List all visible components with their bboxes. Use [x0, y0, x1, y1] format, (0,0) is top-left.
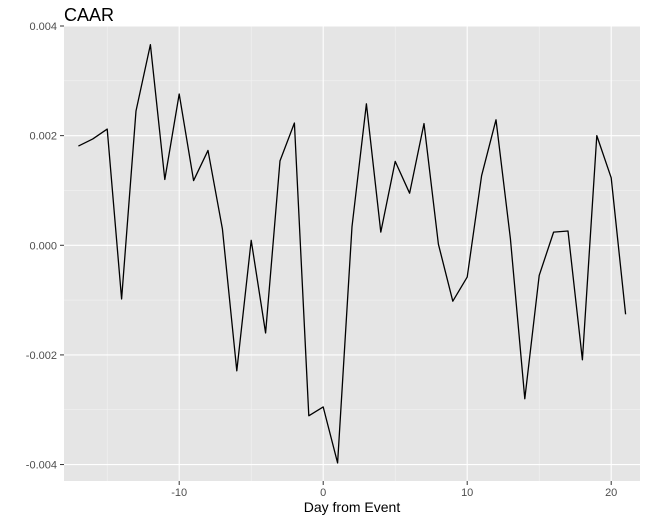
chart-title: CAAR: [64, 5, 114, 25]
x-tick-label: 10: [461, 487, 473, 499]
y-tick-label: -0.004: [26, 460, 57, 472]
grid: [64, 25, 640, 481]
plot-panel: [64, 26, 640, 481]
axes: -10 0 10 20 -0.004 -0.002 0.000 0.002 0.004: [26, 21, 618, 499]
x-tick-label: 20: [605, 487, 617, 499]
y-tick-label: 0.002: [29, 131, 57, 143]
x-tick-label: -10: [171, 487, 187, 499]
series-layer: [78, 43, 627, 464]
series-line: [78, 43, 627, 464]
y-tick-label: 0.004: [29, 21, 57, 33]
x-axis-label: Day from Event: [304, 499, 401, 515]
y-tick-label: -0.002: [26, 350, 57, 362]
x-tick-label: 0: [320, 487, 326, 499]
y-tick-label: 0.000: [29, 240, 57, 252]
